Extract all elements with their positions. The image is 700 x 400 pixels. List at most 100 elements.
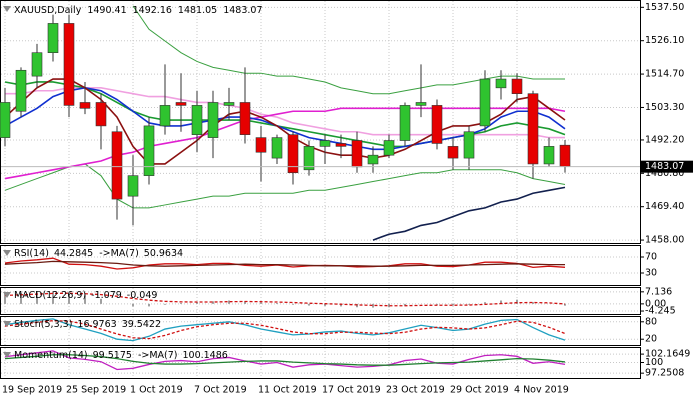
candle-body: [111, 131, 123, 200]
y-tick-label: 1480.80: [645, 168, 684, 179]
candle-body: [479, 78, 491, 127]
moving-average-line: [372, 186, 566, 241]
y-tick-label: 20: [645, 334, 657, 345]
x-tick-label: 23 Oct 2019: [386, 385, 445, 396]
moving-average-line: [4, 163, 566, 209]
y-tick-label: 1537.50: [645, 2, 684, 13]
header-low: 1481.05: [178, 5, 217, 16]
candle-body: [367, 154, 379, 165]
indicator-name: Momentum(14): [14, 350, 88, 361]
y-tick-label: 102.1649: [645, 349, 690, 360]
candle-body: [143, 125, 155, 176]
candle-body: [0, 102, 11, 138]
moving-average-line: [4, 107, 566, 180]
header-icon: [3, 321, 11, 327]
y-tick-label: 1458.00: [645, 235, 684, 246]
candle-body: [95, 102, 107, 127]
candle-body: [527, 93, 539, 165]
indicator-line: [4, 354, 566, 366]
indicator-value: -0.049: [127, 290, 158, 301]
header-icon: [3, 352, 11, 358]
candle-body: [207, 102, 219, 138]
candle-body: [431, 105, 443, 144]
y-tick-label: 30: [645, 268, 657, 279]
candle-body: [239, 102, 251, 135]
candle-body: [335, 143, 347, 147]
candle-body: [31, 52, 43, 77]
candle-body: [447, 146, 459, 159]
x-tick-label: 25 Sep 2019: [66, 385, 126, 396]
candle-body: [15, 69, 27, 112]
candle-body: [287, 134, 299, 174]
x-tick-label: 1 Oct 2019: [130, 385, 183, 396]
indicator-line: [4, 319, 566, 340]
indicator-line: [4, 260, 566, 267]
candle-body: [79, 102, 91, 109]
y-tick-label: 1514.70: [645, 69, 684, 80]
moving-average-line: [132, 5, 565, 95]
indicator-value: 100.1486: [182, 350, 227, 361]
current-price-box: [641, 160, 693, 173]
candle-body: [351, 140, 363, 168]
indicator-value: 99.5175: [93, 350, 132, 361]
header-icon: [3, 250, 11, 256]
current-price-label: 1483.07: [645, 161, 684, 172]
y-tick-label: 97.2508: [645, 368, 684, 379]
y-tick-label: 70: [645, 252, 657, 263]
candle-body: [463, 131, 475, 159]
indicator-line: [4, 292, 566, 307]
x-tick-label: 7 Oct 2019: [194, 385, 247, 396]
candle-body: [559, 144, 571, 167]
header-open: 1490.41: [87, 5, 126, 16]
y-tick-label: 100: [645, 357, 663, 368]
y-tick-label: 0.00: [645, 298, 666, 309]
candle-body: [511, 78, 523, 94]
indicator-value: -1.079: [91, 290, 122, 301]
header-icon: [3, 6, 11, 12]
indicator-value: 50.9634: [144, 248, 183, 259]
candle-body: [399, 105, 411, 141]
chart-title: XAUUSD,Daily: [14, 5, 82, 16]
candle-body: [255, 137, 267, 153]
candle-body: [175, 102, 187, 106]
panel-frame: [0, 316, 641, 346]
y-tick-label: 7.136: [645, 286, 672, 297]
y-tick-label: 1469.40: [645, 201, 684, 212]
header-close: 1483.07: [223, 5, 262, 16]
indicator-name: MACD(12,26,9): [14, 290, 86, 301]
x-tick-label: 11 Oct 2019: [258, 385, 317, 396]
y-tick-label: 1492.20: [645, 134, 684, 145]
moving-average-line: [4, 78, 566, 165]
indicator-header: MACD(12,26,9) -1.079 -0.049: [14, 290, 157, 301]
x-tick-label: 17 Oct 2019: [322, 385, 381, 396]
panel-frame: [0, 245, 641, 286]
candle-body: [271, 137, 283, 159]
candle-body: [127, 175, 139, 197]
candle-body: [543, 146, 555, 165]
candle-body: [319, 140, 331, 147]
candle-body: [383, 140, 395, 156]
x-tick-label: 19 Sep 2019: [2, 385, 62, 396]
candle-body: [47, 23, 59, 53]
indicator-name: Stoch(5,3,3): [14, 319, 72, 330]
y-tick-label: 1526.10: [645, 35, 684, 46]
header-high: 1492.16: [133, 5, 172, 16]
candle-body: [63, 23, 75, 106]
indicator-header: RSI(14) 44.2845 ->MA(7) 50.9634: [14, 248, 183, 259]
indicator-value: 39.5422: [122, 319, 161, 330]
candle-body: [159, 105, 171, 127]
indicator-name: ->MA(7): [138, 350, 178, 361]
y-tick-label: 1503.30: [645, 102, 684, 113]
candle-body: [415, 102, 427, 106]
y-tick-label: -4.245: [645, 306, 676, 317]
indicator-line: [4, 350, 566, 371]
panel-frame: [0, 287, 641, 315]
indicator-header: Stoch(5,3,3) 16.9763 39.5422: [14, 319, 161, 330]
indicator-name: RSI(14): [14, 248, 49, 259]
x-tick-label: 4 Nov 2019: [514, 385, 569, 396]
indicator-value: 16.9763: [77, 319, 116, 330]
candle-body: [495, 78, 507, 89]
indicator-name: ->MA(7): [99, 248, 139, 259]
indicator-value: 44.2845: [54, 248, 93, 259]
